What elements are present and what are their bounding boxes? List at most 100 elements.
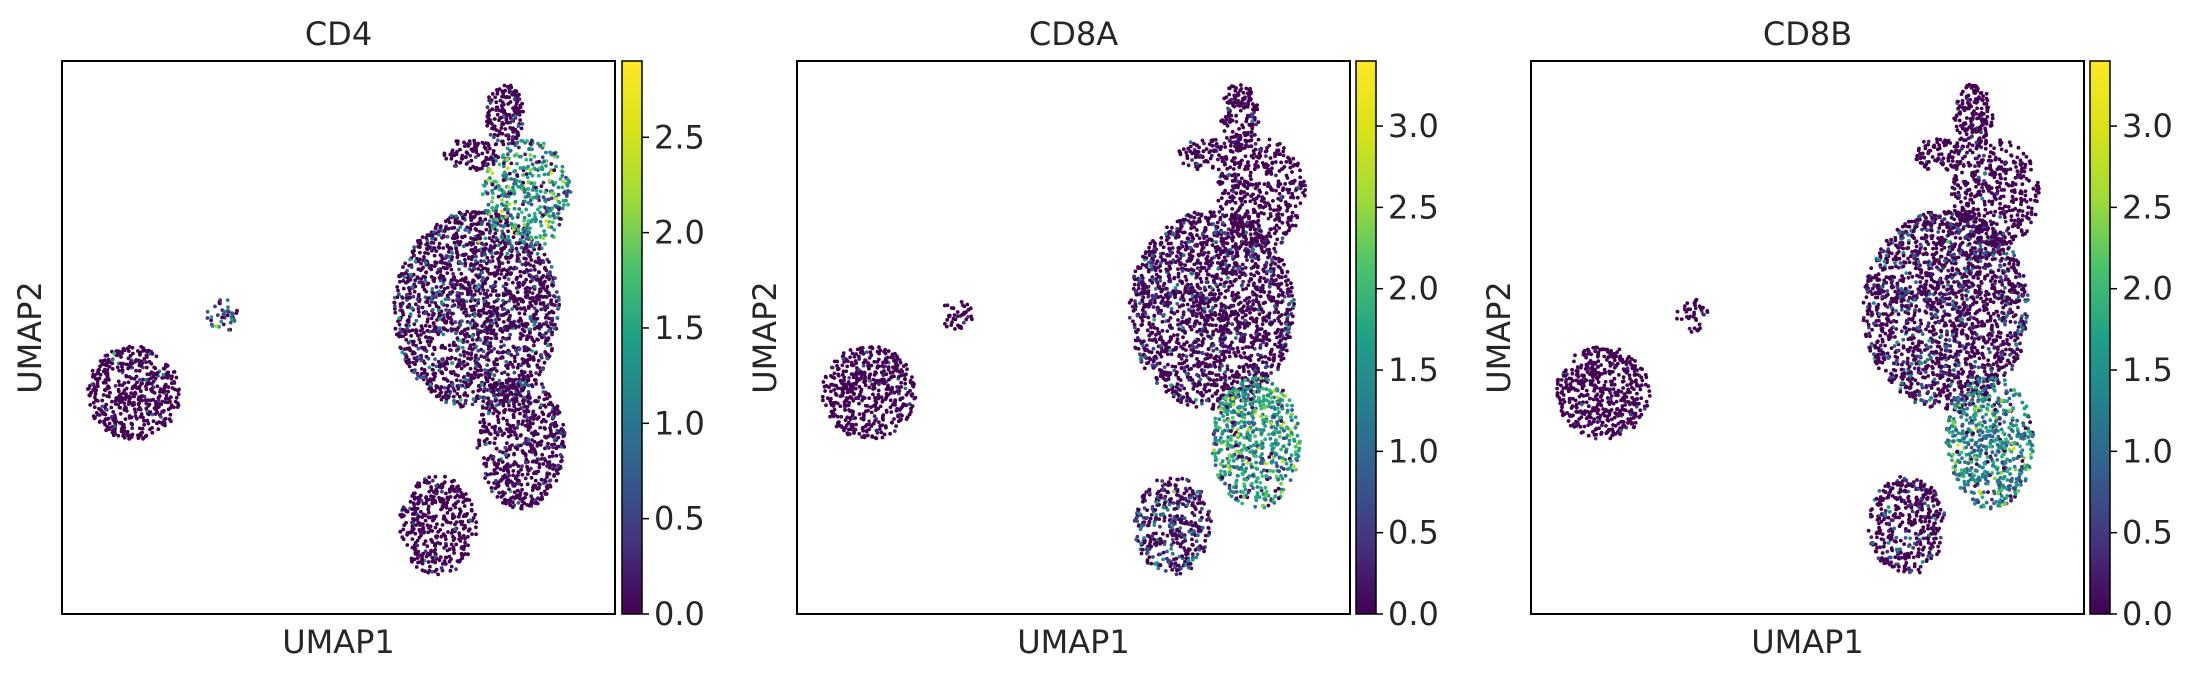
data-point <box>832 376 837 380</box>
data-point <box>488 284 493 289</box>
data-point <box>210 324 215 328</box>
data-point <box>445 548 450 553</box>
data-point <box>529 373 534 378</box>
data-point <box>556 192 561 197</box>
data-point <box>462 328 467 333</box>
data-point <box>536 295 541 300</box>
data-point <box>445 311 450 316</box>
scatter-points <box>86 83 573 577</box>
data-point <box>534 470 539 474</box>
data-point <box>121 433 125 438</box>
data-point <box>492 360 496 364</box>
data-point <box>88 393 92 398</box>
data-point <box>475 328 480 332</box>
data-point <box>426 525 431 530</box>
data-point <box>132 402 137 407</box>
colorbar <box>622 61 642 614</box>
data-point <box>517 241 522 246</box>
data-point <box>473 250 478 254</box>
data-point <box>430 559 435 564</box>
data-point <box>497 378 502 383</box>
data-point <box>493 289 498 293</box>
data-point <box>507 171 512 176</box>
data-point <box>444 308 448 312</box>
data-point <box>852 429 856 434</box>
data-point <box>219 319 224 324</box>
data-point <box>523 404 528 409</box>
data-point <box>555 445 560 449</box>
data-point <box>528 300 533 305</box>
data-point <box>549 171 554 175</box>
data-point <box>491 411 496 416</box>
data-point <box>103 388 108 392</box>
data-point <box>431 278 436 282</box>
data-point <box>404 354 409 359</box>
data-point <box>532 154 537 159</box>
data-point <box>874 428 879 433</box>
data-point <box>889 410 894 414</box>
data-point <box>859 373 864 378</box>
data-point <box>512 426 517 431</box>
data-point <box>534 399 539 404</box>
data-point <box>515 161 519 166</box>
data-point <box>506 260 511 264</box>
data-point <box>538 289 543 293</box>
data-point <box>442 327 447 331</box>
scatter-points <box>820 83 1308 577</box>
data-point <box>395 285 400 289</box>
data-point <box>437 275 442 280</box>
data-point <box>526 261 530 266</box>
data-point <box>431 362 435 367</box>
data-point <box>438 391 442 396</box>
data-point <box>500 229 505 234</box>
data-point <box>463 261 468 266</box>
data-point <box>412 497 417 501</box>
data-point <box>460 345 465 350</box>
data-point <box>864 350 869 354</box>
data-point <box>420 568 425 573</box>
data-point <box>528 395 532 400</box>
data-point <box>430 478 435 483</box>
data-point <box>456 228 460 233</box>
data-point <box>545 475 549 479</box>
data-point <box>119 361 123 366</box>
data-point <box>528 254 533 259</box>
data-point <box>534 460 539 464</box>
data-point <box>872 414 877 419</box>
data-point <box>506 240 511 244</box>
data-point <box>481 307 486 311</box>
data-point <box>862 396 867 400</box>
data-point <box>521 323 525 328</box>
data-point <box>493 265 498 269</box>
data-point <box>487 236 492 241</box>
data-point <box>512 191 517 196</box>
data-point <box>150 351 155 356</box>
data-point <box>452 225 457 230</box>
data-point <box>130 426 135 431</box>
data-point <box>399 346 403 351</box>
data-point <box>863 383 868 388</box>
data-point <box>534 235 538 240</box>
data-point <box>554 164 558 169</box>
data-point <box>490 367 495 372</box>
data-point <box>228 320 233 325</box>
data-point <box>865 404 870 408</box>
data-point <box>511 345 516 349</box>
data-point <box>437 233 441 237</box>
data-point <box>535 316 540 321</box>
data-point <box>413 259 418 264</box>
data-point <box>883 347 888 352</box>
data-point <box>528 153 533 157</box>
data-point <box>475 323 480 328</box>
data-point <box>903 386 908 391</box>
data-point <box>965 302 970 307</box>
data-point <box>528 286 532 291</box>
data-point <box>465 290 470 295</box>
data-point <box>522 223 527 228</box>
data-point <box>465 339 470 344</box>
data-point <box>132 407 137 412</box>
data-point <box>495 362 500 367</box>
data-point <box>877 382 881 387</box>
data-point <box>438 364 443 369</box>
data-point <box>527 213 532 218</box>
